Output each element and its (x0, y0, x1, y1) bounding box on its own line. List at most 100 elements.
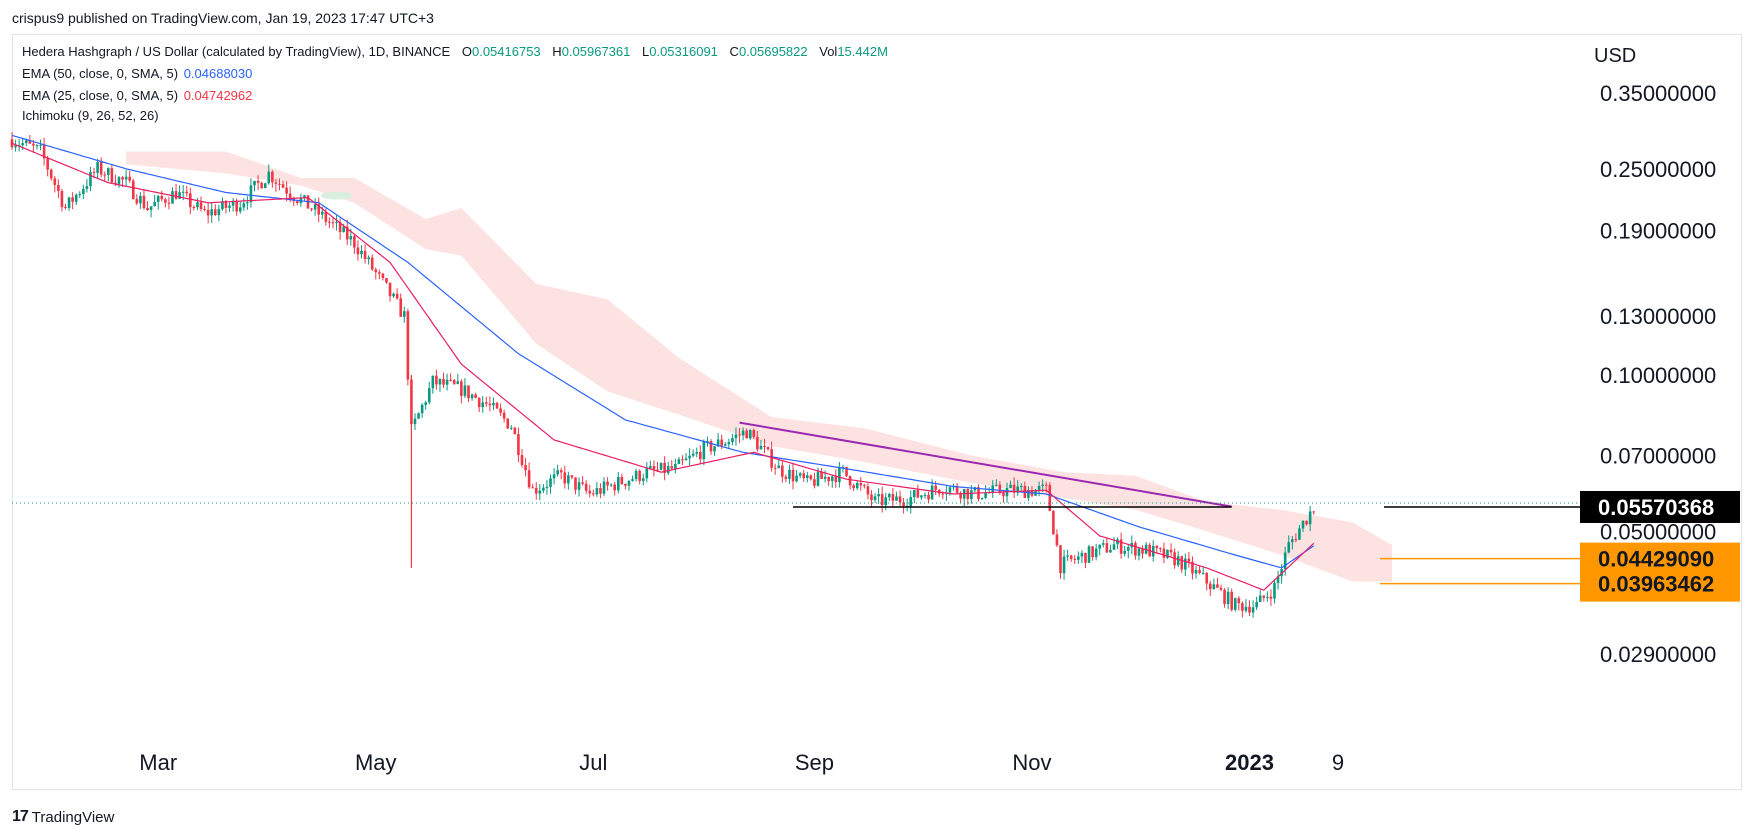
candle-body (613, 484, 617, 491)
candle-body (317, 204, 321, 215)
candle-body (1048, 485, 1052, 511)
candle-body (374, 269, 378, 273)
candle-body (681, 459, 684, 461)
candle-body (14, 145, 17, 148)
candle-body (1123, 550, 1126, 554)
candle-body (288, 193, 292, 199)
candle-body (149, 206, 153, 211)
x-tick-label: Sep (795, 750, 834, 775)
candle-body (331, 222, 335, 224)
candle-body (941, 493, 945, 495)
candle-body (106, 168, 110, 175)
candle-body (1226, 591, 1230, 605)
candle-body (335, 222, 338, 224)
candle-body (559, 470, 563, 473)
candle-body (99, 161, 103, 175)
candle-body (784, 476, 788, 479)
candle-body (470, 394, 474, 399)
candle-body (445, 379, 449, 385)
candle-body (542, 487, 545, 491)
candle-body (609, 484, 613, 486)
candle-body (773, 467, 777, 469)
candle-body (805, 475, 809, 479)
candle-body (920, 495, 923, 498)
candle-body (1208, 583, 1212, 590)
candle-body (260, 182, 263, 189)
candle-body (627, 480, 631, 486)
candle-body (1073, 559, 1077, 561)
candle-body (324, 211, 328, 222)
close-value: 0.05695822 (738, 44, 808, 59)
y-tick-label: 0.35000000 (1600, 81, 1716, 106)
candle-body (385, 277, 388, 283)
candle-body (456, 381, 460, 384)
ichimoku-cloud (126, 151, 1393, 582)
candle-body (1298, 528, 1301, 540)
candle-body (855, 482, 859, 489)
candle-body (174, 191, 178, 199)
candle-body (328, 221, 331, 223)
candle-body (353, 236, 356, 248)
descending-trendline (739, 421, 1232, 508)
candle-body (588, 490, 592, 494)
ema25-label: EMA (25, close, 0, SMA, 5) (22, 88, 179, 103)
ema50-line (11, 134, 1315, 569)
candle-body (645, 468, 649, 479)
candle-body (802, 473, 806, 479)
x-tick-label: 9 (1332, 750, 1344, 775)
candle-body (1216, 584, 1219, 588)
candle-body (756, 436, 759, 450)
x-tick-label: May (355, 750, 397, 775)
candle-body (1027, 490, 1030, 499)
candle-body (1012, 484, 1016, 493)
candle-body (1219, 587, 1223, 590)
candle-body (1287, 542, 1291, 553)
candle-body (92, 171, 96, 173)
volume-label: Vol (819, 44, 838, 59)
candle-body (624, 483, 627, 486)
candle-body (124, 176, 128, 180)
ema25-legend: EMA (25, close, 0, SMA, 5) 0.04742962 (22, 88, 252, 103)
candle-body (121, 177, 124, 180)
ichimoku-legend: Ichimoku (9, 26, 52, 26) (22, 108, 159, 123)
level-label: 0.05570368 (1598, 495, 1714, 520)
candle-body (1262, 595, 1266, 598)
candle-body (28, 140, 32, 144)
candle-body (1094, 548, 1098, 558)
candle-body (1059, 545, 1062, 574)
candle-body (1069, 555, 1073, 560)
candle-body (392, 293, 395, 297)
candle-body (217, 209, 221, 216)
candle-body (431, 375, 435, 389)
ema25-line (11, 142, 1315, 591)
candle-body (1162, 548, 1166, 558)
candle-body (178, 192, 181, 199)
candle-body (1308, 511, 1312, 525)
candle-body (809, 475, 813, 480)
candle-body (1191, 561, 1194, 574)
candle-body (110, 168, 114, 183)
candle-body (841, 466, 845, 468)
candle-body (791, 469, 795, 482)
candle-body (378, 272, 381, 274)
candle-body (42, 144, 46, 159)
candle-body (24, 140, 28, 144)
candle-body (285, 187, 288, 194)
candle-body (709, 441, 713, 452)
candle-body (966, 489, 970, 499)
candle-body (699, 452, 702, 460)
candle-body (991, 485, 995, 493)
candle-body (164, 199, 167, 203)
candle-body (659, 462, 663, 470)
candle-body (1291, 539, 1294, 543)
candle-body (688, 455, 691, 459)
candle-body (117, 177, 121, 185)
publisher-header: crispus9 published on TradingView.com, J… (12, 10, 434, 26)
candle-body (502, 412, 506, 419)
candle-body (520, 455, 524, 466)
candle-body (253, 180, 256, 186)
candle-body (153, 202, 156, 207)
candle-body (995, 484, 998, 486)
close-label: C (729, 44, 739, 59)
